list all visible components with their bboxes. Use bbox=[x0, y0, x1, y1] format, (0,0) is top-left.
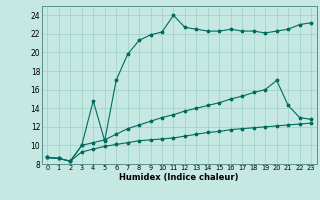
X-axis label: Humidex (Indice chaleur): Humidex (Indice chaleur) bbox=[119, 173, 239, 182]
